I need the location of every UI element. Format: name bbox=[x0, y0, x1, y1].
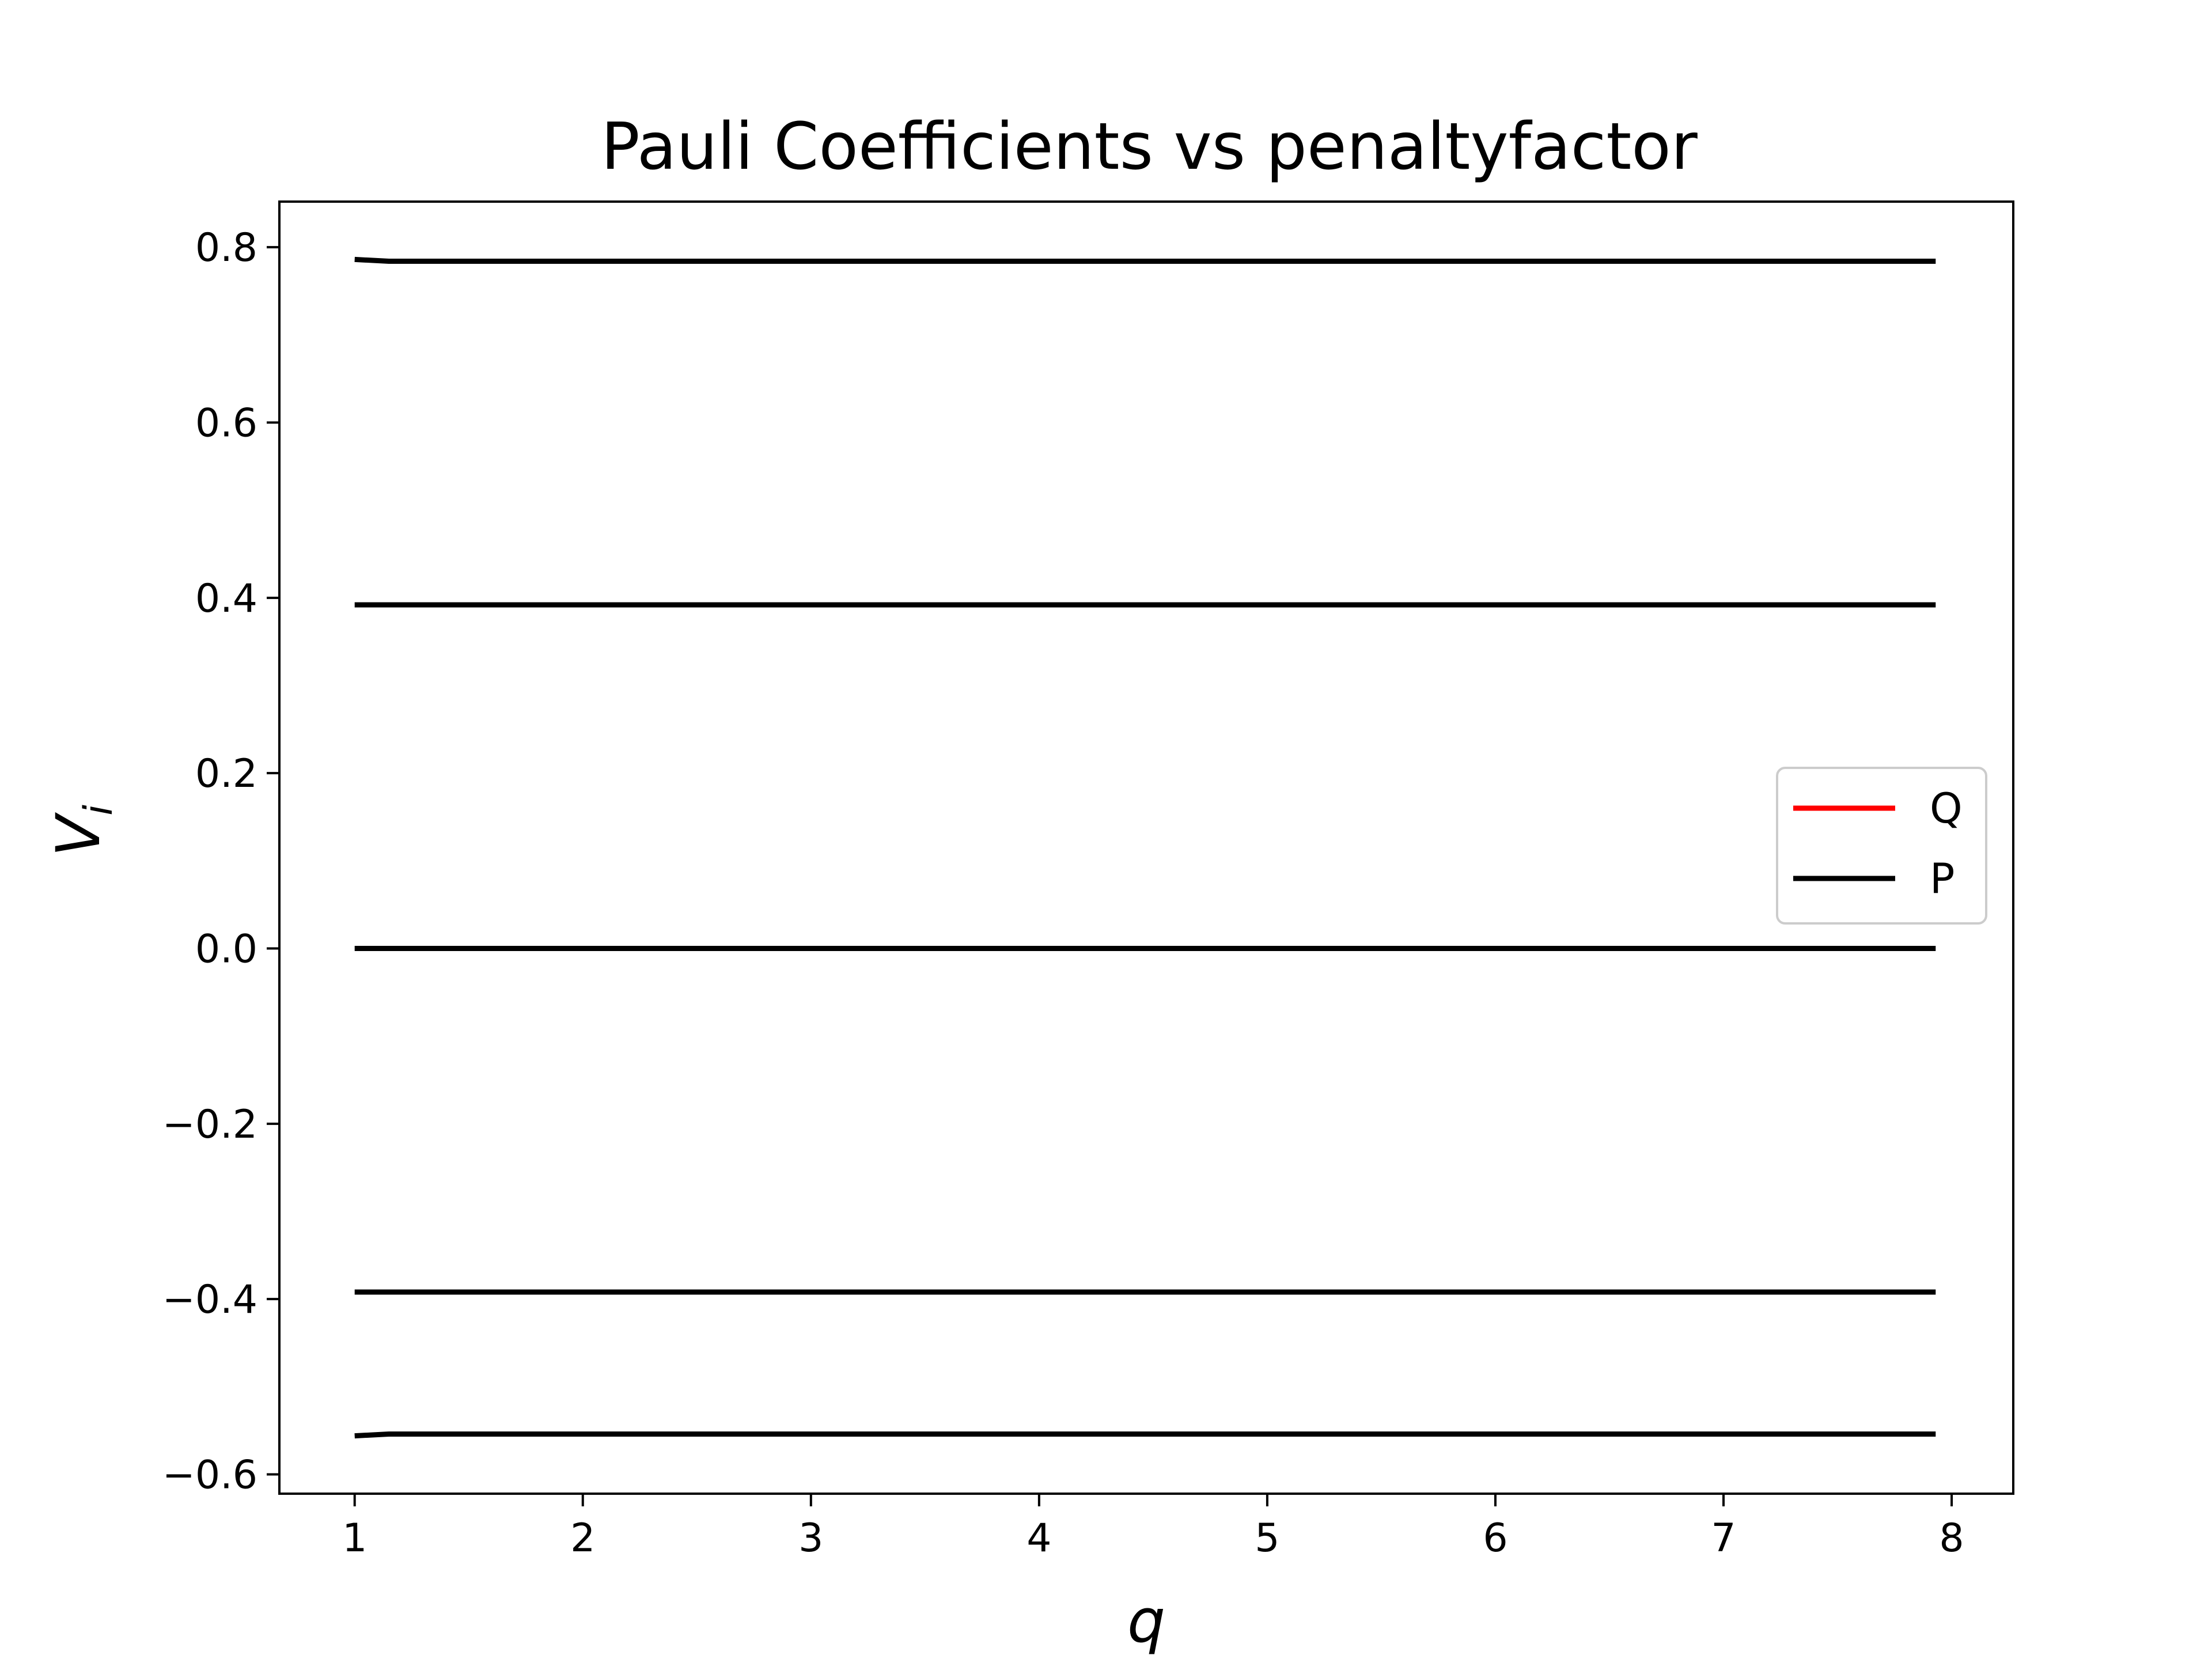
x-tick-label: 8 bbox=[1939, 1516, 1964, 1561]
x-tick-label: 5 bbox=[1255, 1516, 1279, 1561]
y-axis-label-subscript: i bbox=[76, 805, 122, 816]
y-tick-label: −0.6 bbox=[162, 1453, 257, 1498]
y-tick-label: 0.4 bbox=[195, 576, 257, 622]
x-tick-label: 3 bbox=[798, 1516, 823, 1561]
axes-frame bbox=[278, 200, 2014, 1495]
y-tick-label: 0.8 bbox=[195, 225, 257, 271]
y-tick-label: 0.6 bbox=[195, 400, 257, 446]
series-line-1 bbox=[354, 256, 1936, 264]
legend-label-q: Q bbox=[1930, 784, 1963, 832]
x-axis: 1 2 3 4 5 6 7 8 bbox=[342, 1494, 1964, 1561]
legend: Q P bbox=[1776, 767, 1987, 925]
series-line-5 bbox=[354, 1431, 1936, 1439]
x-tick-label: 6 bbox=[1483, 1516, 1508, 1561]
y-tick-label: −0.4 bbox=[162, 1277, 257, 1323]
y-axis-label: Vi bbox=[43, 805, 122, 857]
plot-area bbox=[354, 256, 1936, 1439]
x-tick-label: 1 bbox=[342, 1516, 367, 1561]
y-axis-label-main: V bbox=[43, 812, 113, 857]
y-tick-label: 0.0 bbox=[195, 926, 257, 972]
y-axis: 0.8 0.6 0.4 0.2 0.0 −0.2 −0.4 −0.6 bbox=[162, 225, 279, 1498]
chart-title: Pauli Coefficients vs penaltyfactor bbox=[601, 109, 1698, 184]
x-tick-label: 7 bbox=[1711, 1516, 1736, 1561]
legend-label-p: P bbox=[1930, 854, 1955, 903]
x-tick-label: 4 bbox=[1027, 1516, 1051, 1561]
x-axis-label: q bbox=[1127, 1586, 1165, 1656]
x-tick-label: 2 bbox=[570, 1516, 595, 1561]
y-tick-label: −0.2 bbox=[162, 1102, 257, 1147]
y-tick-label: 0.2 bbox=[195, 751, 257, 797]
